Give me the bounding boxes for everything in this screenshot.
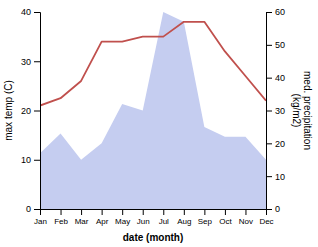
tick: Nov [239, 209, 253, 226]
area [40, 12, 266, 209]
tick-mark [184, 209, 185, 215]
tick: 40 [21, 7, 40, 17]
tick: 0 [26, 204, 40, 214]
tick: 0 [266, 204, 280, 214]
tick: 10 [266, 172, 285, 182]
chart: JanFebMarAprMayJunJulAugSepOctNovDec0102… [0, 0, 318, 247]
tick-label: 50 [275, 40, 285, 50]
tick-mark [266, 209, 272, 210]
tick-label: May [115, 217, 130, 226]
tick-label: 30 [21, 57, 31, 67]
axis-line [267, 13, 273, 210]
tick-mark [266, 176, 272, 177]
tick-mark [102, 209, 103, 215]
tick-label: 0 [275, 204, 280, 214]
y-axis: 0 10 20 30 40 [21, 7, 41, 214]
title-line: (kg/m2) [291, 94, 302, 128]
tick-label: Nov [239, 217, 253, 226]
tick-label: Oct [219, 217, 232, 226]
tick-label: 10 [275, 172, 285, 182]
tick: Aug [177, 209, 191, 226]
tick-mark [122, 209, 123, 215]
y2-axis: 0 10 20 30 40 50 60 [266, 7, 285, 214]
tick: Sep [198, 209, 213, 226]
tick: Jun [137, 209, 150, 226]
title-line: med. precipitation [302, 71, 313, 150]
tick-label: 30 [275, 106, 285, 116]
line [40, 22, 266, 106]
tick: 10 [21, 155, 40, 165]
x-axis-title: date (month) [123, 232, 184, 243]
tick: 60 [266, 7, 285, 17]
tick-label: Jun [137, 217, 150, 226]
tick-label: Mar [75, 217, 89, 226]
y2-axis-title: med. precipitation(kg/m2) [291, 71, 314, 150]
tick-label: Apr [96, 217, 109, 226]
tick: Jan [34, 209, 47, 226]
tick-mark [81, 209, 82, 215]
tick-mark [266, 143, 272, 144]
tick: Mar [75, 209, 89, 226]
tick-label: 40 [21, 7, 31, 17]
tick-label: 20 [21, 106, 31, 116]
tick-label: Aug [177, 217, 191, 226]
tick-mark [245, 209, 246, 215]
tick: Feb [54, 209, 68, 226]
y-axis-title: max temp (C) [3, 80, 14, 141]
x-axis: Jan Feb Mar Apr May Jun Jul Aug Sep Oct Nov Dec [34, 209, 274, 226]
tick-mark [34, 61, 40, 62]
tick-mark [34, 12, 40, 13]
tick-mark [34, 160, 40, 161]
tick-mark [266, 78, 272, 79]
tick: Apr [96, 209, 109, 226]
tick-mark [61, 209, 62, 215]
tick: 20 [266, 139, 285, 149]
tick-label: 10 [21, 155, 31, 165]
tick-label: 0 [26, 204, 31, 214]
tick: 50 [266, 40, 285, 50]
tick: Dec [259, 209, 273, 226]
tick: 20 [21, 106, 40, 116]
tick-label: Dec [259, 217, 273, 226]
tick-mark [143, 209, 144, 215]
tick: 30 [21, 57, 40, 67]
tick-label: Feb [54, 217, 68, 226]
tick: May [115, 209, 130, 226]
tick-mark [225, 209, 226, 215]
tick: 30 [266, 106, 285, 116]
tick-label: 60 [275, 7, 285, 17]
tick-label: 20 [275, 139, 285, 149]
tick-label: 40 [275, 73, 285, 83]
plot-area: JanFebMarAprMayJunJulAugSepOctNovDec0102… [3, 7, 313, 243]
axis-line [34, 13, 41, 210]
tick: Jul [159, 209, 169, 226]
axis-line [41, 210, 267, 216]
tick-mark [204, 209, 205, 215]
tick-label: Jan [34, 217, 47, 226]
tick-mark [34, 111, 40, 112]
tick-label: Sep [198, 217, 213, 226]
tick-mark [266, 45, 272, 46]
tick-mark [163, 209, 164, 215]
tick-label: Jul [159, 217, 169, 226]
tick: 40 [266, 73, 285, 83]
marks [40, 12, 266, 209]
tick-mark [34, 209, 40, 210]
tick-mark [266, 111, 272, 112]
tick-mark [266, 12, 272, 13]
tick: Oct [219, 209, 232, 226]
